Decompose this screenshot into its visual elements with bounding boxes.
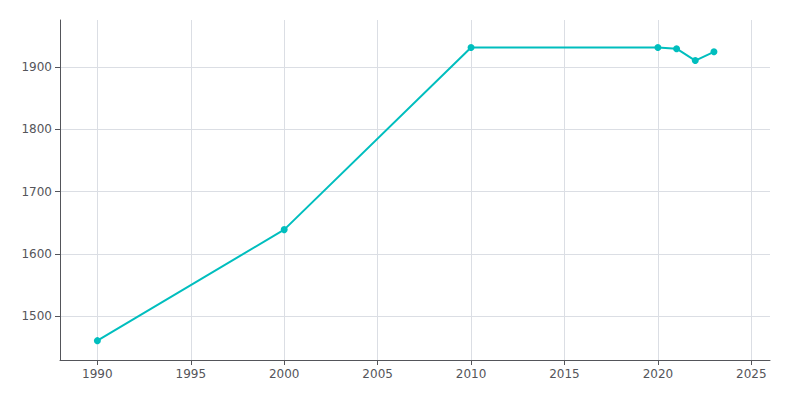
svg-text:1900: 1900: [21, 60, 52, 74]
svg-text:1800: 1800: [21, 122, 52, 136]
svg-text:2000: 2000: [269, 367, 300, 381]
svg-text:2025: 2025: [736, 367, 767, 381]
svg-text:2020: 2020: [643, 367, 674, 381]
svg-text:1700: 1700: [21, 185, 52, 199]
svg-text:1600: 1600: [21, 247, 52, 261]
svg-text:1990: 1990: [82, 367, 113, 381]
svg-text:1995: 1995: [176, 367, 207, 381]
svg-text:2010: 2010: [456, 367, 487, 381]
svg-text:2005: 2005: [362, 367, 393, 381]
svg-text:2015: 2015: [549, 367, 580, 381]
svg-text:1500: 1500: [21, 309, 52, 323]
